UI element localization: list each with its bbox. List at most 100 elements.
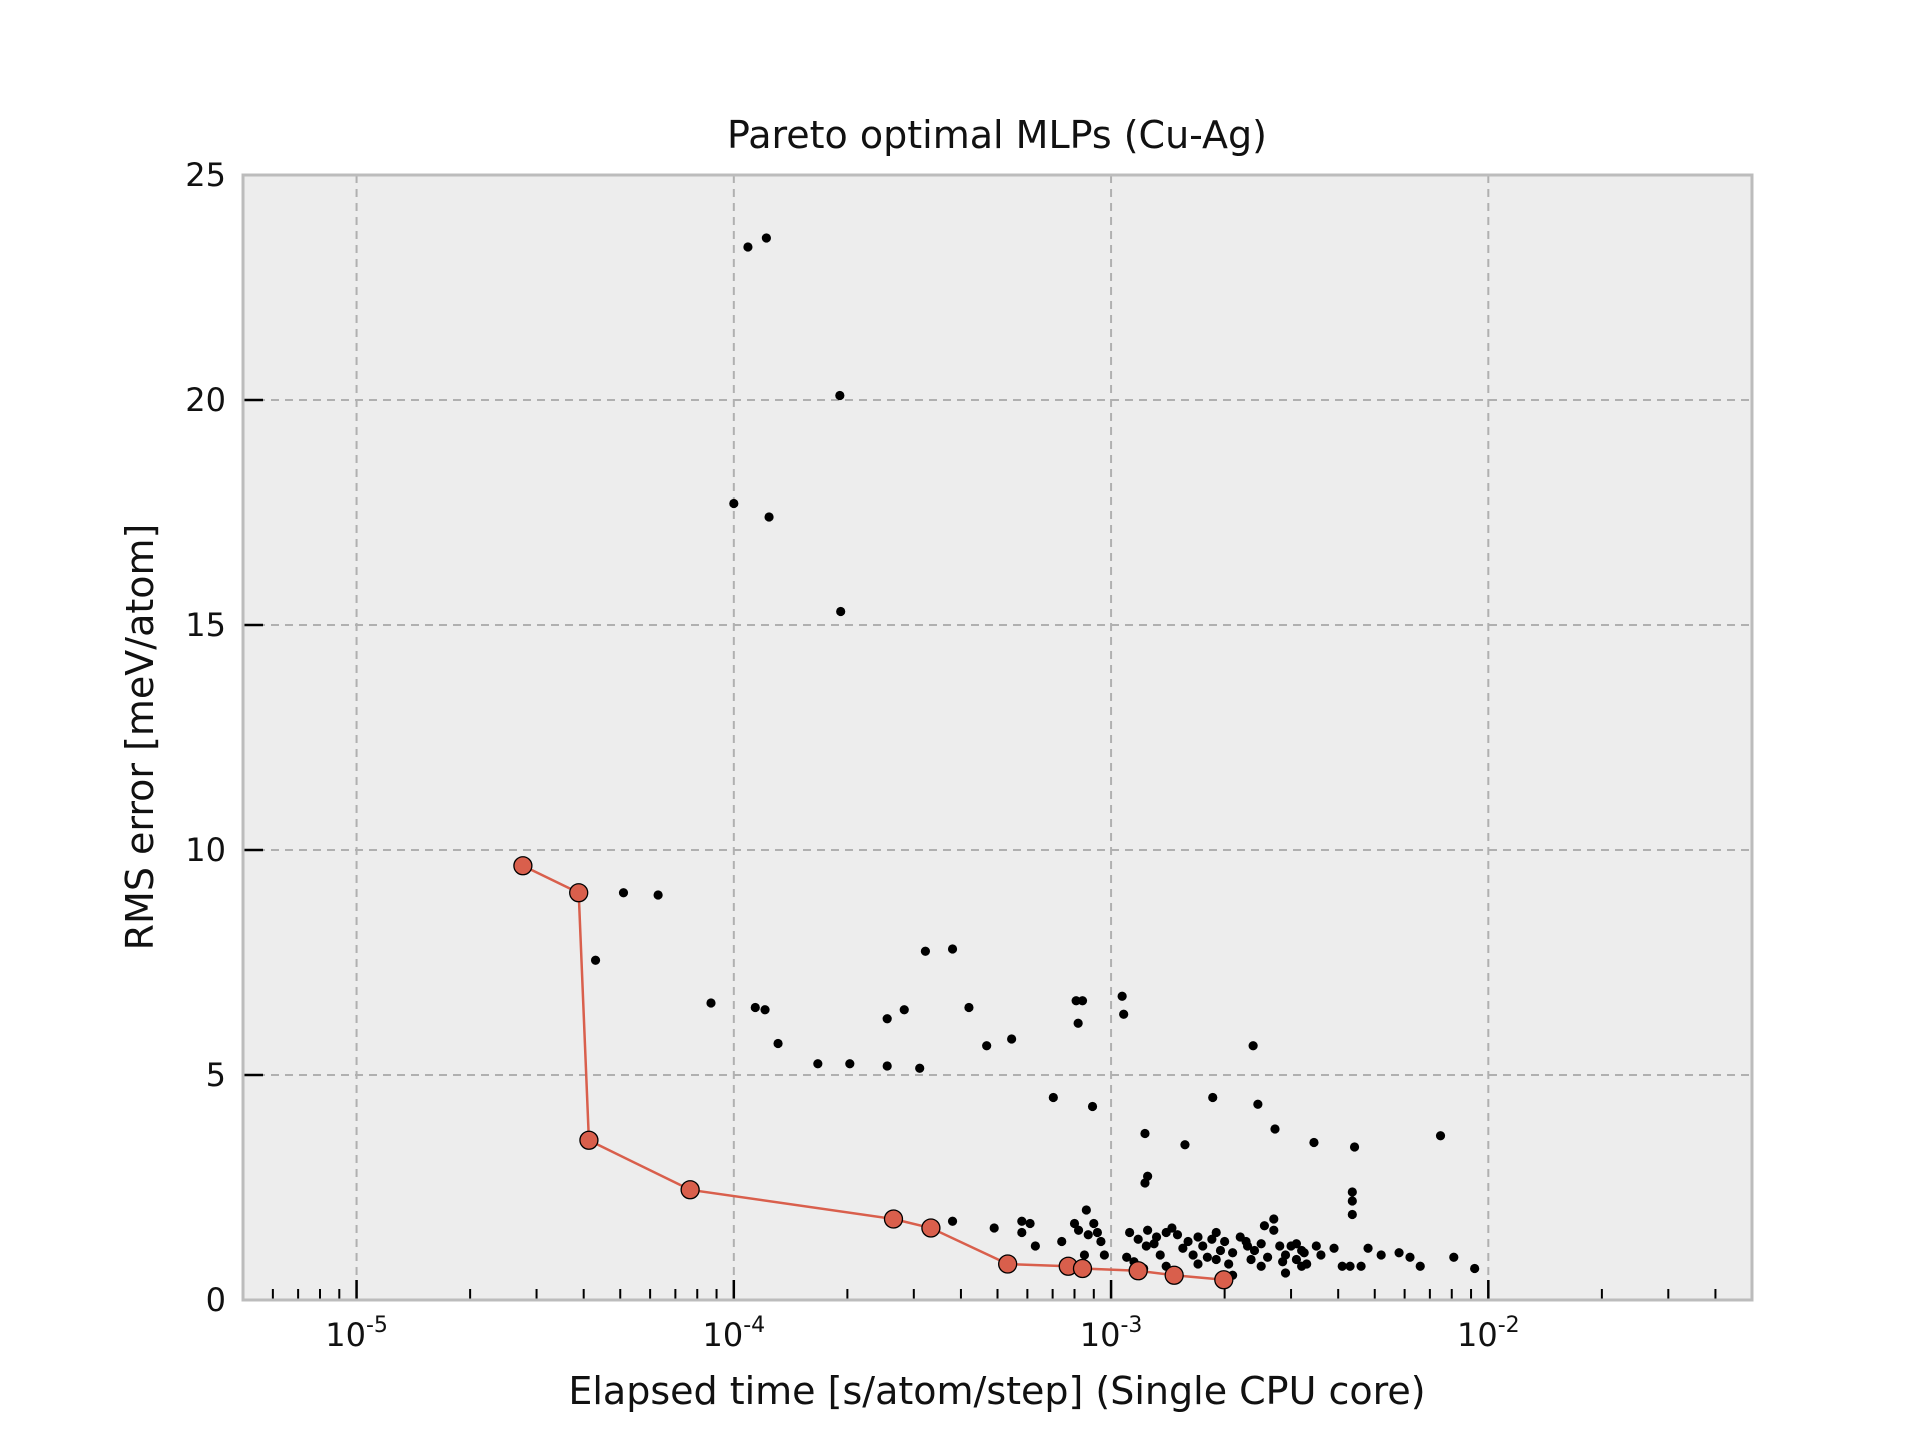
- data-point: [1405, 1252, 1415, 1262]
- data-point: [1119, 1009, 1129, 1019]
- data-point: [653, 890, 663, 900]
- x-axis-title: Elapsed time [s/atom/step] (Single CPU c…: [568, 1369, 1425, 1413]
- data-point: [1077, 996, 1088, 1006]
- data-point: [1345, 1261, 1355, 1271]
- data-point: [1069, 1218, 1080, 1229]
- data-point: [947, 1216, 958, 1226]
- data-point: [1198, 1241, 1208, 1251]
- data-point: [1183, 1236, 1193, 1247]
- data-point: [1259, 1221, 1270, 1231]
- data-point: [1270, 1124, 1280, 1134]
- data-point: [836, 606, 846, 617]
- data-point: [1172, 1230, 1183, 1240]
- data-point: [1256, 1261, 1266, 1271]
- data-point: [1140, 1128, 1150, 1139]
- data-point: [1347, 1187, 1357, 1197]
- data-point: [1470, 1263, 1480, 1274]
- data-point: [1291, 1239, 1302, 1249]
- data-point: [1178, 1243, 1188, 1253]
- y-tick-label: 10: [185, 831, 226, 869]
- data-point: [1299, 1248, 1309, 1258]
- x-tick-labels: 10-5 10-4 10-3 10-2: [325, 1313, 1519, 1354]
- data-point: [982, 1041, 992, 1051]
- data-point: [1073, 1018, 1083, 1028]
- data-point: [1435, 1131, 1446, 1141]
- data-point: [1167, 1223, 1177, 1233]
- data-point: [1030, 1241, 1040, 1251]
- data-point: [1151, 1232, 1162, 1242]
- data-point: [1207, 1234, 1217, 1244]
- pareto-point: [1072, 1258, 1093, 1279]
- data-point: [1215, 1245, 1226, 1256]
- chart-title: Pareto optimal MLPs (Cu-Ag): [727, 113, 1267, 157]
- data-point: [1349, 1142, 1360, 1152]
- data-point: [1269, 1214, 1279, 1224]
- data-point: [1246, 1254, 1256, 1265]
- x-tick-label: 10-4: [702, 1313, 765, 1354]
- data-point: [920, 946, 931, 956]
- data-point: [590, 955, 601, 965]
- data-point: [764, 512, 774, 522]
- data-point: [1208, 1092, 1218, 1103]
- data-point: [1394, 1248, 1404, 1258]
- data-point: [1099, 1250, 1109, 1260]
- x-tick-label: 10-2: [1457, 1313, 1520, 1354]
- data-point: [1155, 1250, 1165, 1260]
- y-tick-label: 20: [185, 381, 226, 419]
- x-minor-ticks: [271, 1289, 1717, 1300]
- data-point: [1291, 1254, 1302, 1265]
- pareto-front: [513, 856, 1234, 1290]
- data-point: [706, 998, 716, 1008]
- data-point: [1180, 1140, 1190, 1150]
- pareto-point: [680, 1180, 700, 1200]
- data-point: [729, 498, 739, 509]
- data-point: [1193, 1259, 1203, 1269]
- data-point: [1311, 1241, 1321, 1251]
- data-point: [1025, 1218, 1035, 1229]
- pareto-point: [921, 1218, 941, 1238]
- pareto-point: [513, 856, 533, 876]
- data-point: [1089, 1218, 1099, 1229]
- data-point: [1007, 1034, 1017, 1044]
- data-point: [899, 1005, 909, 1015]
- data-point: [1329, 1243, 1339, 1253]
- data-point: [1297, 1261, 1307, 1271]
- x-tick-label: 10-5: [325, 1313, 388, 1354]
- y-tick-label: 15: [185, 606, 226, 644]
- pareto-point: [998, 1254, 1018, 1274]
- data-point: [773, 1038, 783, 1049]
- data-point: [1356, 1261, 1366, 1271]
- data-point: [1347, 1196, 1357, 1206]
- data-point: [1117, 991, 1127, 1001]
- y-tick-label: 5: [206, 1056, 226, 1094]
- data-point: [1017, 1216, 1027, 1226]
- data-point: [845, 1059, 855, 1069]
- data-point: [1211, 1227, 1221, 1238]
- data-point: [1141, 1241, 1151, 1251]
- data-point: [1280, 1250, 1291, 1260]
- data-point: [835, 390, 845, 401]
- data-point: [1224, 1259, 1234, 1269]
- data-point: [989, 1223, 999, 1233]
- data-point: [743, 242, 753, 252]
- data-point: [1017, 1227, 1027, 1238]
- data-point: [1363, 1243, 1373, 1253]
- data-point: [1073, 1225, 1084, 1235]
- y-axis-title: RMS error [meV/atom]: [118, 524, 162, 951]
- x-tick-label: 10-3: [1080, 1313, 1143, 1354]
- data-point: [1122, 1252, 1132, 1262]
- data-point: [964, 1002, 974, 1013]
- data-point: [1081, 1205, 1091, 1215]
- data-point: [1096, 1236, 1106, 1247]
- data-point: [1253, 1099, 1263, 1109]
- data-point: [1249, 1245, 1260, 1256]
- data-point: [1280, 1268, 1291, 1278]
- data-point: [1125, 1227, 1135, 1238]
- data-point: [1241, 1236, 1251, 1247]
- data-point: [1057, 1236, 1067, 1247]
- data-point: [1092, 1227, 1103, 1238]
- data-point: [1269, 1225, 1279, 1235]
- data-point: [618, 888, 629, 898]
- data-point: [1376, 1250, 1386, 1260]
